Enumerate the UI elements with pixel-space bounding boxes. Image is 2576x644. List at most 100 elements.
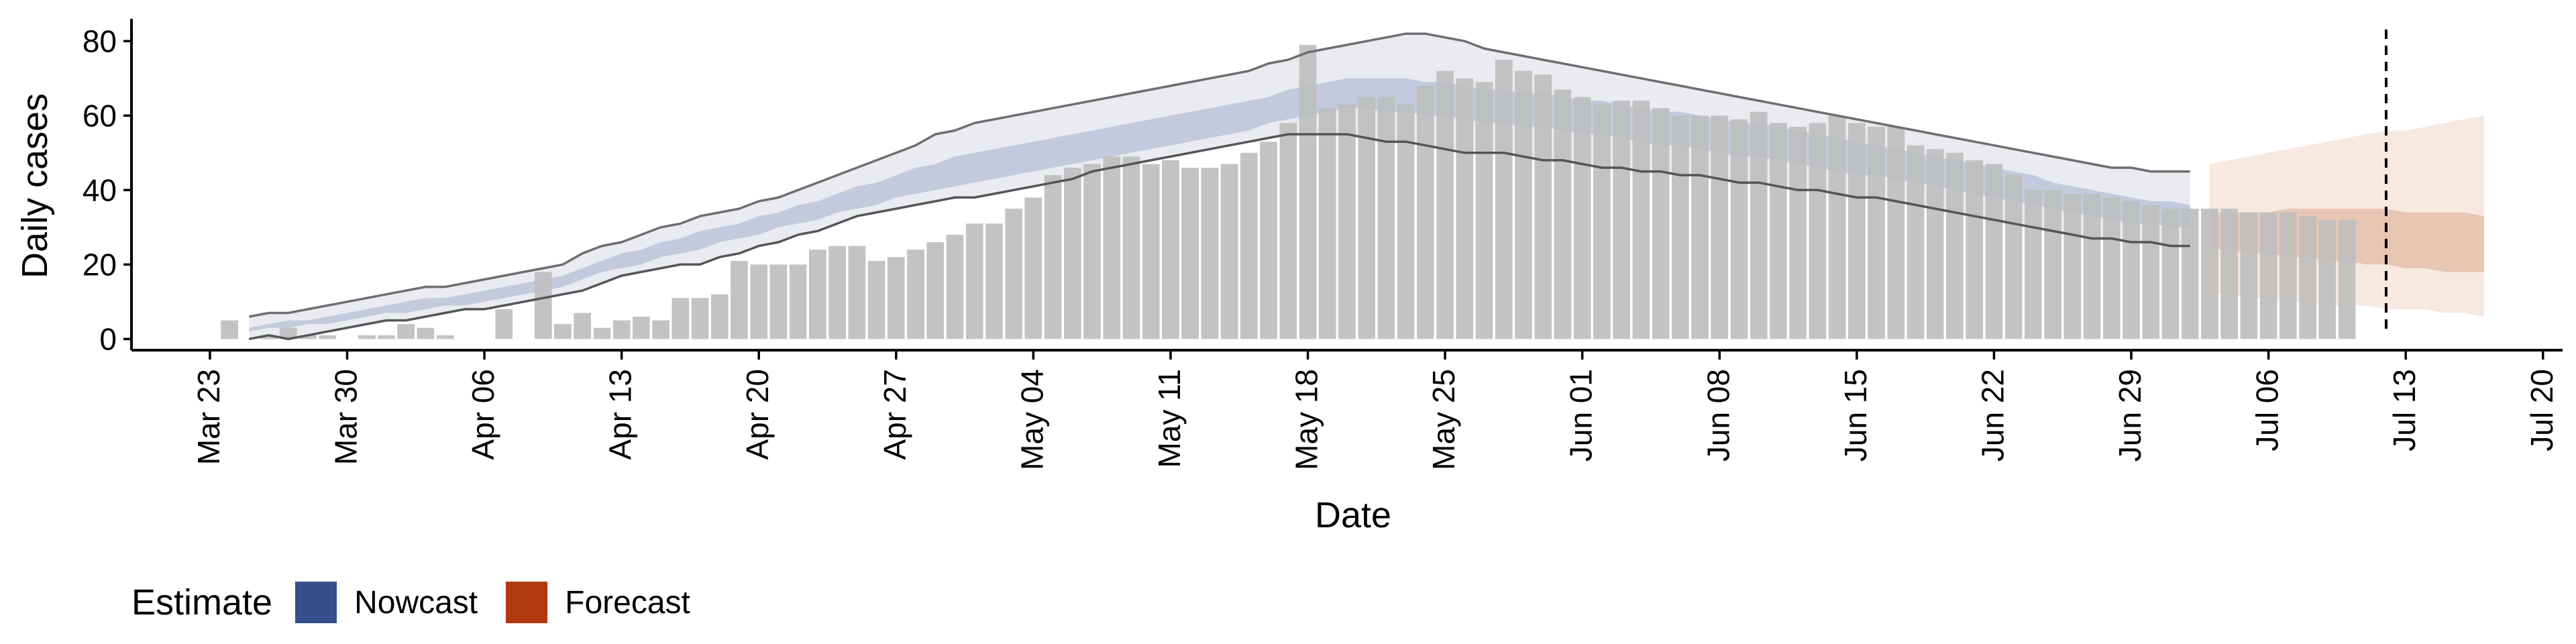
x-tick-label: Jul 06 [2250,369,2285,451]
x-tick-label: Mar 23 [191,369,226,465]
case-bar [1750,111,1768,339]
case-bar [554,324,572,339]
case-bar [1887,127,1905,339]
case-bar [1456,78,1474,339]
y-axis-label: Daily cases [15,93,55,278]
legend-label-nowcast: Nowcast [354,584,478,621]
y-tick-label: 20 [83,247,117,282]
x-tick-label: May 04 [1014,369,1049,470]
case-bar [750,264,768,339]
case-bar [1966,160,1984,339]
case-bar [1691,115,1709,339]
case-bar [691,298,709,339]
case-bar [1083,164,1101,339]
case-bar [1377,97,1395,339]
x-tick-label: Apr 20 [740,369,775,460]
case-bar [299,335,317,339]
x-tick-label: Jun 01 [1564,369,1599,462]
nowcast-band-outer [249,34,2190,339]
case-bar [1593,104,1611,339]
x-tick-label: Jun 29 [2112,369,2147,462]
y-tick-label: 0 [99,321,117,356]
case-bar [2142,205,2160,339]
case-bar [397,324,415,339]
case-bar [495,309,513,339]
case-bar [378,335,395,339]
case-bar [358,335,376,339]
case-bar [1417,85,1434,339]
case-bar [2318,219,2337,339]
case-bar [1672,115,1689,339]
interval-lines [249,30,2387,341]
x-tick-label: Apr 27 [877,369,912,460]
nowcast-lower-line [249,133,2190,341]
case-bar [1632,101,1650,339]
y-tick-label: 80 [83,23,117,58]
case-bar [1907,145,1925,339]
case-bar [1103,156,1121,339]
case-bar [1475,82,1493,339]
x-tick-label: Jun 08 [1701,369,1735,462]
case-bar [1024,197,1042,339]
x-tick-label: May 18 [1289,369,1324,470]
case-bars [221,44,2356,339]
case-bar [946,234,964,339]
case-bar [2279,212,2297,339]
case-bar [1926,149,1944,339]
case-bar [1260,142,1277,339]
case-bar [672,298,690,339]
case-bar [1318,108,1336,339]
case-bar [1730,119,1748,339]
x-tick-label: Jun 22 [1975,369,2010,462]
legend-label-forecast: Forecast [565,584,690,621]
case-bar [2025,190,2042,339]
x-axis-label: Date [1315,495,1391,535]
case-bar [2102,197,2121,339]
case-bar [1789,127,1807,339]
case-bar [1181,168,1199,339]
case-bar [260,335,278,339]
x-tick-label: Apr 13 [603,369,638,460]
case-bar [809,250,826,339]
y-tick-label: 40 [83,172,117,207]
case-bar [985,223,1003,339]
case-bar [1299,44,1317,339]
case-bar [965,223,983,339]
axes: 0 20 40 60 80 Mar 23 Mar 30 Apr 06 Apr 13 Apr 20 A… [83,19,2563,470]
case-bar [2161,209,2180,339]
case-bar [887,257,905,339]
case-bar [731,260,748,339]
case-bar [574,313,591,339]
case-bar [1436,70,1454,339]
case-bar [1358,97,1376,339]
case-bar [1201,168,1219,339]
case-bar [1868,127,1885,339]
legend-key-forecast [506,582,548,623]
case-bar [1279,123,1297,339]
x-tick-label: May 25 [1426,369,1461,470]
case-bar [1809,123,1827,339]
case-bar [848,246,866,339]
case-bar [319,335,337,339]
case-bar [2299,216,2316,339]
x-tick-label: Mar 30 [328,369,363,465]
y-tick-label: 60 [83,98,117,133]
case-bar [1613,101,1630,339]
case-bar [1652,108,1670,339]
legend-key-nowcast [295,582,337,623]
case-bar [2004,175,2023,339]
case-bar [2220,209,2238,339]
case-bar [1534,74,1552,339]
case-bar [2123,201,2140,339]
case-bar [2259,212,2277,339]
case-bar [633,317,650,339]
case-bar [612,320,631,339]
legend-title: Estimate [131,582,273,623]
case-bar [1770,123,1787,339]
case-bar [1397,104,1415,339]
case-bar [1122,156,1140,339]
nowcast-upper-line [249,32,2190,318]
case-bar [2338,219,2356,339]
case-bar [2063,193,2082,339]
